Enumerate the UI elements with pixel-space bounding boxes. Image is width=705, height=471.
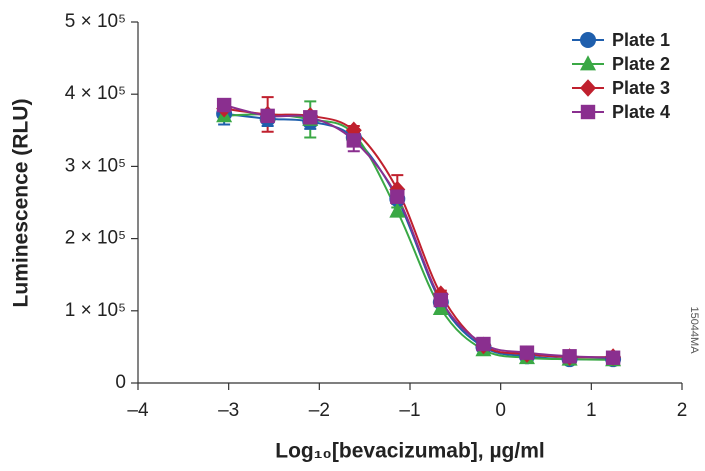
legend-marker xyxy=(580,104,596,120)
point xyxy=(476,336,491,352)
point xyxy=(389,202,406,218)
y-axis-label: Luminescence (RLU) xyxy=(10,99,33,308)
x-tick-label: –2 xyxy=(309,400,330,421)
annotation: 15044MA xyxy=(688,306,700,354)
legend-label: Plate 3 xyxy=(612,78,670,98)
fit-curve xyxy=(224,113,614,361)
legend-marker xyxy=(580,32,596,48)
y-tick-label: 1 × 10⁵ xyxy=(65,300,126,321)
point xyxy=(345,121,362,140)
legend-label: Plate 2 xyxy=(612,54,670,74)
point xyxy=(303,110,318,125)
legend-marker xyxy=(580,79,596,97)
point xyxy=(390,189,405,204)
point xyxy=(519,345,535,360)
point xyxy=(433,292,449,308)
legend-label: Plate 1 xyxy=(612,30,670,50)
legend-marker xyxy=(580,55,596,71)
fit-curve xyxy=(224,107,614,359)
fit-curve xyxy=(223,104,614,359)
point xyxy=(260,108,275,124)
point xyxy=(605,350,621,365)
x-axis-label: Log₁₀[bevacizumab], µg/ml xyxy=(275,440,544,463)
x-tick-label: –1 xyxy=(399,400,420,421)
legend-label: Plate 4 xyxy=(612,102,670,122)
point xyxy=(346,133,361,148)
y-tick-label: 4 × 10⁵ xyxy=(65,83,126,104)
point xyxy=(562,349,577,364)
fit-curve xyxy=(224,112,614,361)
x-tick-label: 0 xyxy=(495,400,506,421)
point xyxy=(432,299,449,316)
y-tick-label: 5 × 10⁵ xyxy=(65,11,126,32)
x-tick-label: 1 xyxy=(586,400,597,421)
x-tick-label: –4 xyxy=(127,400,149,421)
x-tick-label: –3 xyxy=(218,400,239,421)
x-tick-label: 2 xyxy=(677,400,688,421)
y-tick-label: 0 xyxy=(115,372,126,393)
point xyxy=(216,97,232,113)
y-tick-label: 3 × 10⁵ xyxy=(65,155,126,176)
y-tick-label: 2 × 10⁵ xyxy=(65,228,126,249)
